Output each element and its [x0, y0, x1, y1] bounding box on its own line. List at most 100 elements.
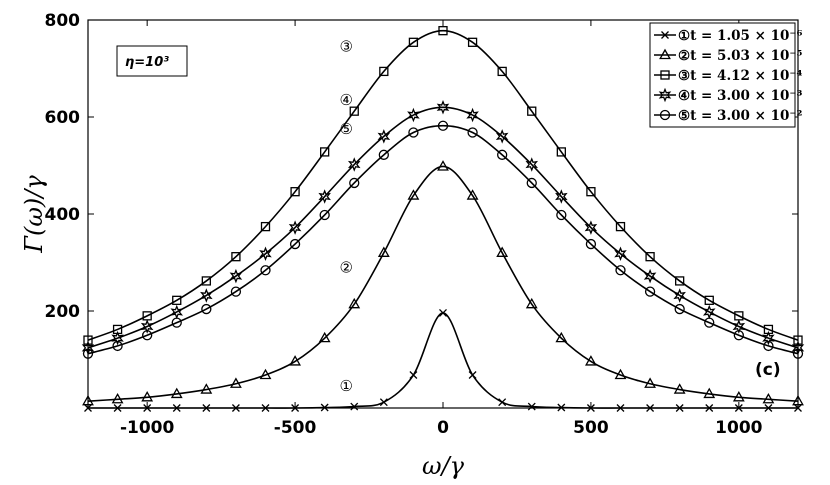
curve-annotation-4: ④ — [340, 91, 353, 109]
data-point — [496, 246, 509, 257]
x-tick-label: 0 — [437, 418, 449, 438]
data-point — [289, 238, 301, 250]
data-point — [439, 308, 447, 317]
legend-entry-4: ④t = 3.00 × 10⁻³ — [654, 87, 803, 104]
data-point — [614, 368, 627, 380]
data-point — [645, 252, 655, 262]
series-markers-3 — [83, 26, 803, 345]
data-point — [438, 26, 448, 36]
data-point — [733, 330, 744, 341]
curve-annotation-1: ① — [340, 377, 353, 395]
data-point — [320, 147, 330, 157]
data-point — [319, 209, 330, 221]
y-tick-label: 600 — [45, 108, 81, 128]
legend-entry-1: ①t = 1.05 × 10⁻⁶ — [654, 28, 803, 44]
legend-marker — [660, 70, 670, 80]
data-point — [142, 330, 153, 341]
legend-label: ③t = 4.12 × 10⁻⁴ — [678, 68, 803, 84]
data-point — [586, 187, 596, 197]
x-tick-label: 1000 — [715, 418, 762, 438]
series-line-4 — [87, 106, 799, 349]
data-point — [378, 149, 389, 160]
data-point — [347, 157, 361, 172]
data-point — [555, 189, 568, 204]
data-point — [525, 157, 539, 172]
data-point — [111, 330, 124, 346]
legend-label: ①t = 1.05 × 10⁻⁶ — [678, 28, 803, 44]
data-point — [466, 107, 479, 123]
series-line-2 — [87, 165, 799, 403]
data-point — [348, 297, 361, 309]
data-point — [259, 246, 272, 262]
data-point — [527, 106, 537, 116]
data-point — [112, 340, 123, 352]
x-axis-label: ω/γ — [422, 452, 465, 480]
data-point — [585, 355, 597, 366]
data-point — [408, 37, 419, 47]
legend-entry-5: ⑤t = 3.00 × 10⁻² — [654, 108, 803, 124]
data-point — [584, 220, 598, 235]
data-point — [673, 288, 686, 303]
ticks-layer: -1000 -500 0 500 1000 200 400 600 800 — [45, 11, 798, 438]
data-point — [172, 295, 182, 305]
data-point — [467, 37, 478, 47]
data-point — [231, 252, 241, 262]
data-point — [379, 398, 388, 407]
data-point — [350, 402, 359, 411]
data-point — [409, 371, 418, 379]
data-point — [229, 268, 243, 284]
series-line-3 — [87, 29, 799, 341]
data-point — [379, 66, 389, 77]
curve-annotations: ① ② ③ ④ ⑤ — [340, 38, 353, 395]
data-point — [703, 387, 716, 399]
data-point — [468, 371, 477, 379]
data-point — [556, 147, 566, 157]
data-point — [260, 221, 271, 232]
data-point — [675, 276, 685, 286]
series-line-5 — [87, 124, 799, 355]
series-markers-2 — [82, 160, 804, 406]
data-point — [614, 246, 627, 262]
data-point — [704, 295, 714, 305]
data-point — [140, 319, 154, 334]
data-point — [230, 377, 242, 388]
data-point — [673, 383, 686, 394]
legend-entry-3: ③t = 4.12 × 10⁻⁴ — [654, 68, 803, 84]
parameter-text: η=10³ — [125, 55, 169, 70]
data-point — [230, 286, 242, 297]
data-point — [436, 100, 450, 115]
legend-marker — [659, 109, 671, 121]
x-tick-label: -1000 — [120, 418, 175, 438]
data-point — [407, 107, 420, 123]
data-point — [467, 127, 478, 138]
data-point — [170, 387, 183, 399]
data-point — [615, 265, 626, 276]
curve-annotation-3: ③ — [340, 38, 353, 56]
legend-marker — [658, 87, 672, 103]
y-axis-label: Γ(ω)/γ — [20, 175, 48, 254]
data-point — [644, 286, 656, 297]
data-point — [704, 317, 715, 328]
data-point — [732, 319, 746, 334]
data-point — [200, 288, 213, 303]
series-markers-5 — [82, 120, 804, 359]
x-tick-label: -500 — [274, 418, 317, 438]
data-point — [407, 189, 420, 200]
data-point — [732, 391, 745, 402]
data-point — [555, 331, 568, 343]
y-tick-label: 800 — [45, 11, 81, 31]
data-point — [349, 177, 360, 189]
data-point — [644, 377, 656, 388]
data-point — [377, 246, 390, 257]
data-point — [289, 355, 301, 366]
data-point — [497, 66, 507, 77]
data-point — [318, 189, 331, 204]
y-tick-label: 200 — [45, 302, 81, 322]
data-point — [495, 129, 509, 144]
data-point — [615, 221, 626, 232]
data-point — [466, 189, 479, 200]
legend: ①t = 1.05 × 10⁻⁶ ②t = 5.03 × 10⁻⁵ ③t = 4.1… — [649, 22, 803, 128]
data-point — [585, 238, 597, 250]
legend-entry-2: ②t = 5.03 × 10⁻⁵ — [654, 48, 803, 64]
